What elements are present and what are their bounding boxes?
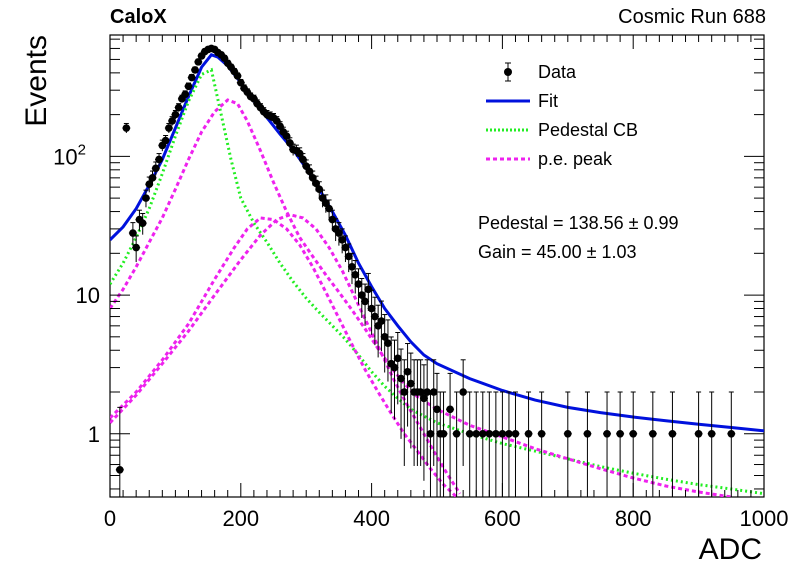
data-point <box>321 194 330 213</box>
experiment-label: CaloX <box>110 6 167 28</box>
fit-result-text: Pedestal = 138.56 ± 0.99 <box>478 213 679 233</box>
data-point <box>668 391 677 497</box>
data-point <box>285 137 294 149</box>
legend-label: Fit <box>538 91 558 111</box>
data-point <box>187 73 196 82</box>
curve-p-e-peak-3 <box>110 98 732 497</box>
y-tick-label: 10 <box>76 283 100 308</box>
data-point <box>347 252 356 285</box>
data-point <box>351 260 360 294</box>
x-tick-label: 800 <box>615 506 652 531</box>
data-point <box>491 391 500 497</box>
data-point <box>390 339 399 420</box>
data-point <box>364 272 373 311</box>
axes-ticks: 0 200 400 600 800 1000 1 10 102 <box>53 35 788 531</box>
legend-item-data: Data <box>504 62 577 82</box>
y-axis-title: Events <box>20 35 53 127</box>
data-point <box>406 352 415 449</box>
data-point <box>511 391 520 497</box>
data-point <box>446 372 455 497</box>
data-point <box>419 364 428 481</box>
data-point <box>485 391 494 497</box>
data-point <box>181 90 190 99</box>
data-point <box>452 391 461 497</box>
data-point <box>416 359 425 466</box>
data-point <box>233 72 242 80</box>
data-point <box>357 278 366 318</box>
legend-label: p.e. peak <box>538 149 613 169</box>
legend-item-pedestal-cb: Pedestal CB <box>486 120 638 140</box>
data-point <box>629 391 638 497</box>
data-point <box>138 212 147 235</box>
data-point <box>276 121 285 132</box>
x-tick-label: 0 <box>104 506 116 531</box>
run-label: Cosmic Run 688 <box>618 6 766 28</box>
data-point <box>298 153 307 166</box>
x-tick-label: 400 <box>353 506 390 531</box>
data-point <box>191 66 200 74</box>
data-point <box>141 189 150 208</box>
data-point <box>128 222 137 246</box>
data-point <box>115 406 124 497</box>
data-point <box>478 391 487 497</box>
data-point <box>383 319 392 382</box>
fit-results: Pedestal = 138.56 ± 0.99 Gain = 45.00 ± 1… <box>478 213 679 262</box>
data-point <box>524 391 533 497</box>
data-point <box>155 153 164 166</box>
data-point <box>439 391 448 497</box>
data-point <box>727 391 736 497</box>
y-tick-label: 102 <box>53 141 86 169</box>
data-point <box>694 391 703 497</box>
data-point <box>583 391 592 497</box>
data-point <box>393 332 402 405</box>
x-tick-label: 600 <box>484 506 521 531</box>
data-point <box>174 103 183 112</box>
data-points <box>115 44 736 497</box>
data-point <box>603 391 612 497</box>
data-point <box>122 122 131 134</box>
data-point <box>377 300 386 352</box>
data-point <box>707 391 716 497</box>
data-point <box>367 289 376 335</box>
data-point <box>498 391 507 497</box>
data-point <box>168 116 177 126</box>
data-point <box>171 110 180 120</box>
data-point <box>334 222 343 246</box>
data-point <box>397 348 406 439</box>
x-tick-label: 1000 <box>740 506 789 531</box>
legend: Data Fit Pedestal CB p.e. peak <box>486 62 638 169</box>
data-point <box>648 391 657 497</box>
data-point <box>400 359 409 466</box>
fit-result-text: Gain = 45.00 ± 1.03 <box>478 242 637 262</box>
data-point <box>537 391 546 497</box>
curve-p-e-peak-4 <box>110 216 458 497</box>
data-point <box>184 82 193 91</box>
data-point <box>370 296 379 346</box>
legend-item-fit: Fit <box>486 91 558 111</box>
data-point <box>354 268 363 305</box>
data-point <box>194 58 203 66</box>
data-point <box>465 391 474 497</box>
x-axis-title: ADC <box>699 533 762 566</box>
data-point <box>472 391 481 497</box>
data-point <box>164 122 173 134</box>
legend-item-p-e-peak: p.e. peak <box>486 149 613 169</box>
data-point <box>616 391 625 497</box>
y-tick-label: 1 <box>88 422 100 447</box>
data-point <box>429 359 438 466</box>
legend-label: Data <box>538 62 577 82</box>
data-point <box>315 181 324 198</box>
legend-label: Pedestal CB <box>538 120 638 140</box>
x-tick-label: 200 <box>222 506 259 531</box>
data-point <box>132 235 141 263</box>
data-point <box>305 164 314 179</box>
data-point <box>459 359 468 466</box>
data-point <box>161 135 170 147</box>
data-point <box>423 359 432 466</box>
data-point <box>563 391 572 497</box>
